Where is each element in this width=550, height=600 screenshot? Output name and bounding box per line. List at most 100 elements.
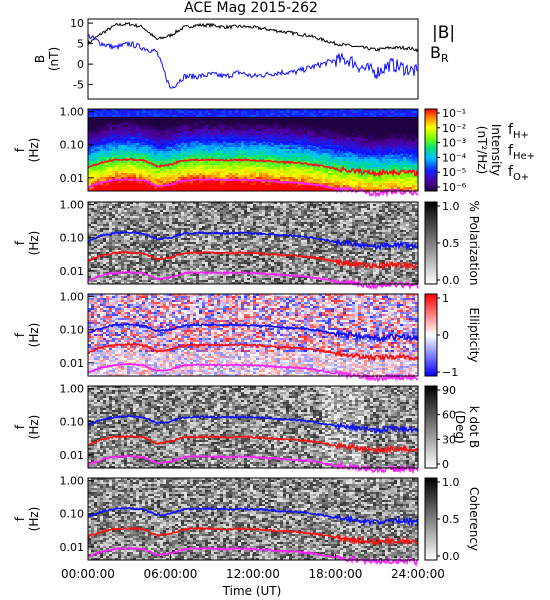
heatmap-cell <box>112 206 116 209</box>
heatmap-cell <box>97 240 101 243</box>
heatmap-cell <box>235 153 239 156</box>
heatmap-cell <box>205 175 209 178</box>
heatmap-cell <box>268 149 272 152</box>
heatmap-cell <box>241 129 245 132</box>
heatmap-cell <box>349 153 353 156</box>
heatmap-cell <box>343 177 347 180</box>
heatmap-cell <box>160 163 164 166</box>
heatmap-cell <box>286 133 290 136</box>
heatmap-cell <box>148 153 152 156</box>
heatmap-cell <box>118 206 122 209</box>
heatmap-cell <box>94 272 98 275</box>
heatmap-cell <box>322 147 326 150</box>
heatmap-cell <box>100 173 104 176</box>
heatmap-cell <box>121 183 125 186</box>
heatmap-cell <box>340 117 344 120</box>
heatmap-cell <box>325 113 329 116</box>
heatmap-cell <box>289 165 293 168</box>
heatmap-cell <box>103 238 107 241</box>
heatmap-cell <box>190 137 194 140</box>
heatmap-cell <box>397 145 401 148</box>
heatmap-cell <box>103 143 107 146</box>
heatmap-cell <box>169 129 173 132</box>
heatmap-cell <box>238 109 242 112</box>
heatmap-cell <box>241 147 245 150</box>
heatmap-cell <box>154 141 158 144</box>
heatmap-cell <box>370 187 374 190</box>
heatmap-cell <box>328 133 332 136</box>
heatmap-cell <box>154 173 158 176</box>
heatmap-cell <box>109 177 113 180</box>
heatmap-cell <box>100 208 104 211</box>
heatmap-cell <box>166 161 170 164</box>
heatmap-cell <box>409 121 413 124</box>
heatmap-cell <box>100 214 104 217</box>
heatmap-cell <box>337 141 341 144</box>
heatmap-cell <box>166 141 170 144</box>
heatmap-cell <box>313 111 317 114</box>
heatmap-cell <box>283 179 287 182</box>
heatmap-cell <box>331 113 335 116</box>
heatmap-cell <box>100 240 104 243</box>
heatmap-cell <box>316 161 320 164</box>
heatmap-cell <box>214 119 218 122</box>
heatmap-cell <box>247 123 251 126</box>
heatmap-cell <box>292 109 296 112</box>
heatmap-cell <box>172 117 176 120</box>
heatmap-cell <box>316 109 320 112</box>
heatmap-cell <box>229 133 233 136</box>
heatmap-cell <box>193 161 197 164</box>
heatmap-cell <box>328 171 332 174</box>
heatmap-cell <box>265 127 269 130</box>
heatmap-cell <box>268 133 272 136</box>
heatmap-cell <box>340 111 344 114</box>
heatmap-cell <box>139 177 143 180</box>
heatmap-cell <box>202 189 206 192</box>
heatmap-cell <box>130 119 134 122</box>
heatmap-cell <box>262 141 266 144</box>
heatmap-cell <box>190 163 194 166</box>
heatmap-cell <box>382 175 386 178</box>
heatmap-cell <box>217 177 221 180</box>
heatmap-cell <box>145 113 149 116</box>
heatmap-cell <box>361 181 365 184</box>
heatmap-cell <box>376 117 380 120</box>
heatmap-cell <box>289 127 293 130</box>
heatmap-cell <box>376 167 380 170</box>
heatmap-cell <box>106 183 110 186</box>
heatmap-cell <box>403 149 407 152</box>
heatmap-cell <box>106 165 110 168</box>
heatmap-cell <box>379 167 383 170</box>
heatmap-cell <box>163 109 167 112</box>
heatmap-cell <box>325 121 329 124</box>
heatmap-cell <box>112 165 116 168</box>
heatmap-cell <box>361 169 365 172</box>
heatmap-cell <box>256 169 260 172</box>
heatmap-cell <box>253 147 257 150</box>
heatmap-cell <box>205 135 209 138</box>
heatmap-cell <box>109 226 113 229</box>
heatmap-cell <box>247 185 251 188</box>
heatmap-cell <box>136 129 140 132</box>
heatmap-cell <box>307 169 311 172</box>
heatmap-cell <box>124 161 128 164</box>
heatmap-cell <box>328 185 332 188</box>
heatmap-cell <box>211 149 215 152</box>
heatmap-cell <box>391 145 395 148</box>
heatmap-cell <box>367 119 371 122</box>
heatmap-cell <box>409 161 413 164</box>
heatmap-cell <box>343 179 347 182</box>
heatmap-cell <box>226 147 230 150</box>
heatmap-cell <box>94 145 98 148</box>
heatmap-cell <box>301 155 305 158</box>
heatmap-cell <box>118 129 122 132</box>
heatmap-cell <box>88 214 92 217</box>
heatmap-cell <box>151 129 155 132</box>
heatmap-cell <box>400 167 404 170</box>
heatmap-cell <box>127 153 131 156</box>
heatmap-cell <box>121 135 125 138</box>
heatmap-cell <box>181 143 185 146</box>
heatmap-cell <box>316 183 320 186</box>
heatmap-cell <box>100 266 104 269</box>
heatmap-cell <box>355 183 359 186</box>
